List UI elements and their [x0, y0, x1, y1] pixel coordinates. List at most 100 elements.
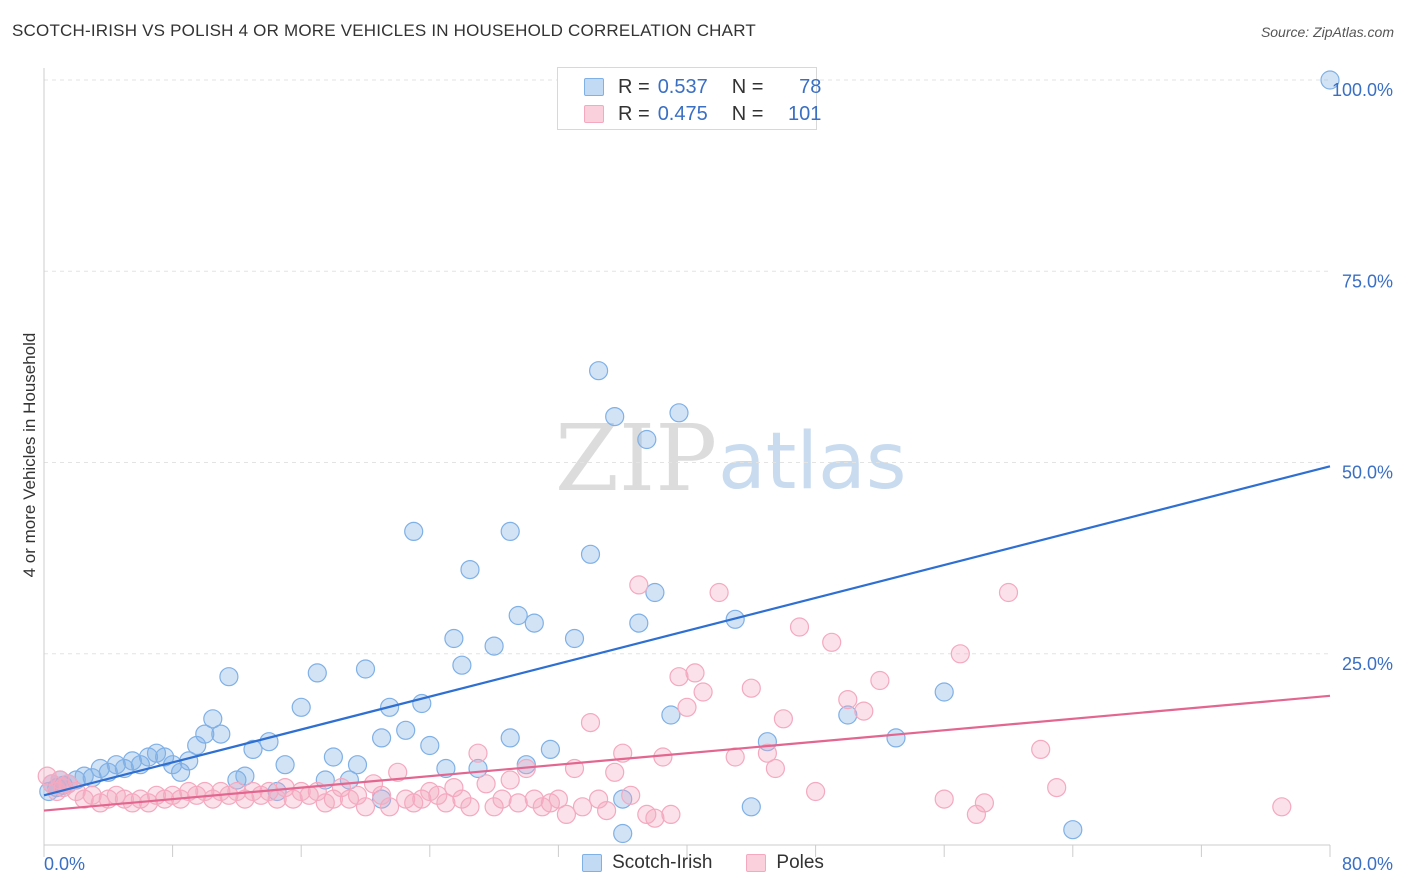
- scotch-irish-point: [372, 728, 392, 748]
- series-legend: Scotch-Irish Poles: [0, 852, 1406, 874]
- watermark-zip: ZIP: [555, 405, 717, 512]
- legend-r-label: R =: [618, 75, 650, 98]
- y-tick-label: 100.0%: [1332, 80, 1393, 100]
- poles-point: [1031, 739, 1051, 760]
- poles-point: [476, 774, 496, 794]
- poles-point: [966, 804, 987, 825]
- scotch-irish-point: [524, 613, 544, 633]
- scotch-irish-point: [637, 429, 657, 450]
- poles-point: [524, 789, 544, 809]
- scotch-irish-point: [452, 655, 472, 675]
- poles-point: [974, 793, 995, 813]
- scotch-irish-point: [1063, 820, 1083, 840]
- poles-point: [235, 789, 255, 809]
- gridlines: [44, 79, 1330, 655]
- poles-point: [500, 770, 520, 790]
- scotch-irish-point: [291, 697, 311, 717]
- scotch-irish-point: [540, 739, 561, 760]
- poles-point: [789, 617, 810, 637]
- poles-point: [347, 785, 368, 805]
- scotch-irish-point: [934, 682, 954, 702]
- poles-point: [998, 582, 1019, 603]
- poles-point: [805, 781, 826, 802]
- poles-trend-line: [43, 694, 1331, 812]
- scotch-irish-point: [484, 636, 504, 656]
- poles-point: [380, 797, 400, 817]
- y-tick-label: 75.0%: [1342, 271, 1393, 291]
- legend-swatch-blue: [582, 854, 603, 872]
- scotch-irish-point: [347, 755, 368, 775]
- legend-r-label: R =: [618, 102, 650, 125]
- poles-point: [822, 632, 842, 652]
- scotch-irish-point: [275, 755, 295, 775]
- stats-legend: R = 0.537 N = 78 R = 0.475 N = 101: [557, 67, 821, 130]
- poles-point: [661, 804, 681, 825]
- legend-n-value: 78: [799, 75, 822, 98]
- poles-point: [596, 800, 617, 821]
- poles-point: [934, 789, 954, 809]
- scotch-irish-point: [420, 735, 440, 756]
- poles-point: [580, 712, 601, 733]
- trend-lines: [43, 465, 1331, 812]
- scotch-irish-point: [564, 628, 585, 649]
- poles-point: [388, 762, 408, 782]
- poles-point: [870, 670, 890, 691]
- poles-point: [621, 785, 641, 805]
- scotch-irish-point: [886, 728, 906, 748]
- scotch-irish-point: [243, 739, 263, 760]
- y-tick-label: 50.0%: [1342, 463, 1393, 483]
- poles-point: [588, 789, 609, 809]
- scotch-irish-point: [219, 667, 239, 687]
- legend-n-value: 101: [788, 102, 822, 125]
- scotch-irish-point: [605, 407, 625, 427]
- poles-point: [283, 789, 303, 809]
- poles-point: [548, 789, 569, 809]
- scotch-irish-point: [613, 823, 633, 844]
- scotch-irish-point: [661, 705, 681, 725]
- poles-point: [355, 797, 376, 817]
- poles-point: [372, 785, 392, 805]
- legend-item-poles: Poles: [746, 852, 824, 874]
- legend-n-label: N =: [731, 75, 764, 98]
- scotch-irish-point: [436, 758, 456, 779]
- scotch-irish-point: [195, 724, 215, 744]
- poles-point: [484, 797, 504, 817]
- scotch-irish-point: [203, 709, 223, 729]
- poles-point: [323, 789, 343, 809]
- scotch-irish-point: [396, 720, 416, 740]
- scotch-irish-point: [500, 521, 520, 542]
- poles-point: [508, 793, 528, 813]
- poles-point: [725, 747, 745, 767]
- poles-point: [468, 743, 488, 763]
- scotch-irish-point: [838, 705, 858, 725]
- legend-swatch-pink: [584, 105, 604, 123]
- chart-title: SCOTCH-IRISH VS POLISH 4 OR MORE VEHICLE…: [12, 21, 756, 40]
- legend-row-poles: R = 0.475 N = 101: [584, 102, 821, 126]
- poles-point: [412, 789, 432, 809]
- scotch-irish-point: [211, 724, 231, 744]
- x-tick-label: 0.0%: [44, 854, 85, 874]
- legend-r-value: 0.475: [657, 102, 708, 125]
- poles-point: [629, 575, 649, 595]
- legend-label-poles: Poles: [776, 852, 824, 873]
- poles-point: [677, 697, 697, 717]
- legend-n-label: N =: [731, 102, 764, 125]
- scotch-irish-point: [500, 728, 520, 748]
- poles-point: [492, 789, 512, 809]
- scotch-irish-point: [307, 663, 327, 683]
- poles-point: [709, 582, 729, 603]
- poles-point: [460, 797, 480, 817]
- poles-point: [741, 678, 761, 698]
- poles-point: [773, 709, 794, 729]
- poles-point: [950, 644, 970, 664]
- scotch-irish-point: [444, 628, 464, 649]
- scotch-irish-point: [669, 403, 689, 423]
- watermark: ZIP atlas: [555, 405, 907, 512]
- scotch-irish-point: [235, 766, 255, 786]
- poles-point: [693, 682, 713, 702]
- poles-point: [757, 743, 778, 763]
- poles-point: [556, 804, 577, 825]
- legend-swatch-pink: [746, 854, 767, 872]
- legend-swatch-blue: [584, 78, 604, 96]
- poles-point: [765, 758, 786, 779]
